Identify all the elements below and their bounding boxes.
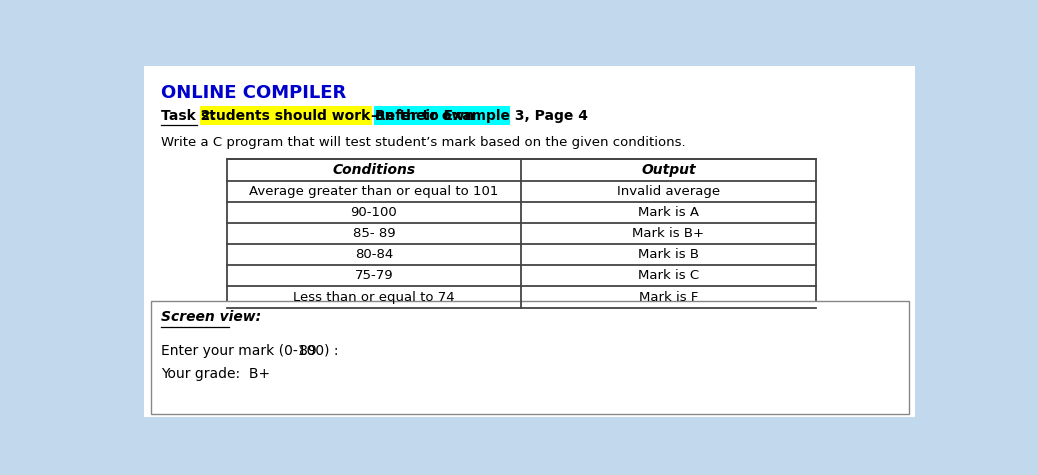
Text: Your grade:  B+: Your grade: B+ bbox=[161, 367, 270, 381]
Text: students should work on their own: students should work on their own bbox=[201, 109, 474, 123]
Text: Write a C program that will test student’s mark based on the given conditions.: Write a C program that will test student… bbox=[161, 136, 685, 149]
Text: 90-100: 90-100 bbox=[351, 206, 398, 219]
Text: ONLINE COMPILER: ONLINE COMPILER bbox=[161, 84, 346, 102]
Text: Mark is A: Mark is A bbox=[638, 206, 699, 219]
FancyBboxPatch shape bbox=[374, 105, 511, 125]
FancyBboxPatch shape bbox=[143, 66, 914, 417]
Text: Output: Output bbox=[641, 163, 695, 177]
Text: Mark is B: Mark is B bbox=[638, 248, 699, 261]
FancyBboxPatch shape bbox=[199, 105, 372, 125]
Text: 75-79: 75-79 bbox=[355, 269, 393, 282]
Text: Mark is C: Mark is C bbox=[637, 269, 699, 282]
Text: Refer to Example 3, Page 4: Refer to Example 3, Page 4 bbox=[376, 109, 589, 123]
Text: Average greater than or equal to 101: Average greater than or equal to 101 bbox=[249, 185, 498, 198]
Text: Screen view:: Screen view: bbox=[161, 310, 261, 324]
Text: Mark is F: Mark is F bbox=[638, 291, 699, 304]
Text: Invalid average: Invalid average bbox=[617, 185, 720, 198]
Text: 85- 89: 85- 89 bbox=[353, 227, 395, 240]
FancyBboxPatch shape bbox=[152, 301, 908, 414]
Text: 89: 89 bbox=[299, 344, 317, 358]
Text: 80-84: 80-84 bbox=[355, 248, 393, 261]
Text: Enter your mark (0-100) :: Enter your mark (0-100) : bbox=[161, 344, 338, 358]
Text: Conditions: Conditions bbox=[332, 163, 415, 177]
FancyBboxPatch shape bbox=[226, 160, 816, 308]
Text: Less than or equal to 74: Less than or equal to 74 bbox=[293, 291, 455, 304]
Text: -: - bbox=[370, 109, 376, 123]
Text: Mark is B+: Mark is B+ bbox=[632, 227, 705, 240]
Text: Task 2:: Task 2: bbox=[161, 109, 220, 123]
